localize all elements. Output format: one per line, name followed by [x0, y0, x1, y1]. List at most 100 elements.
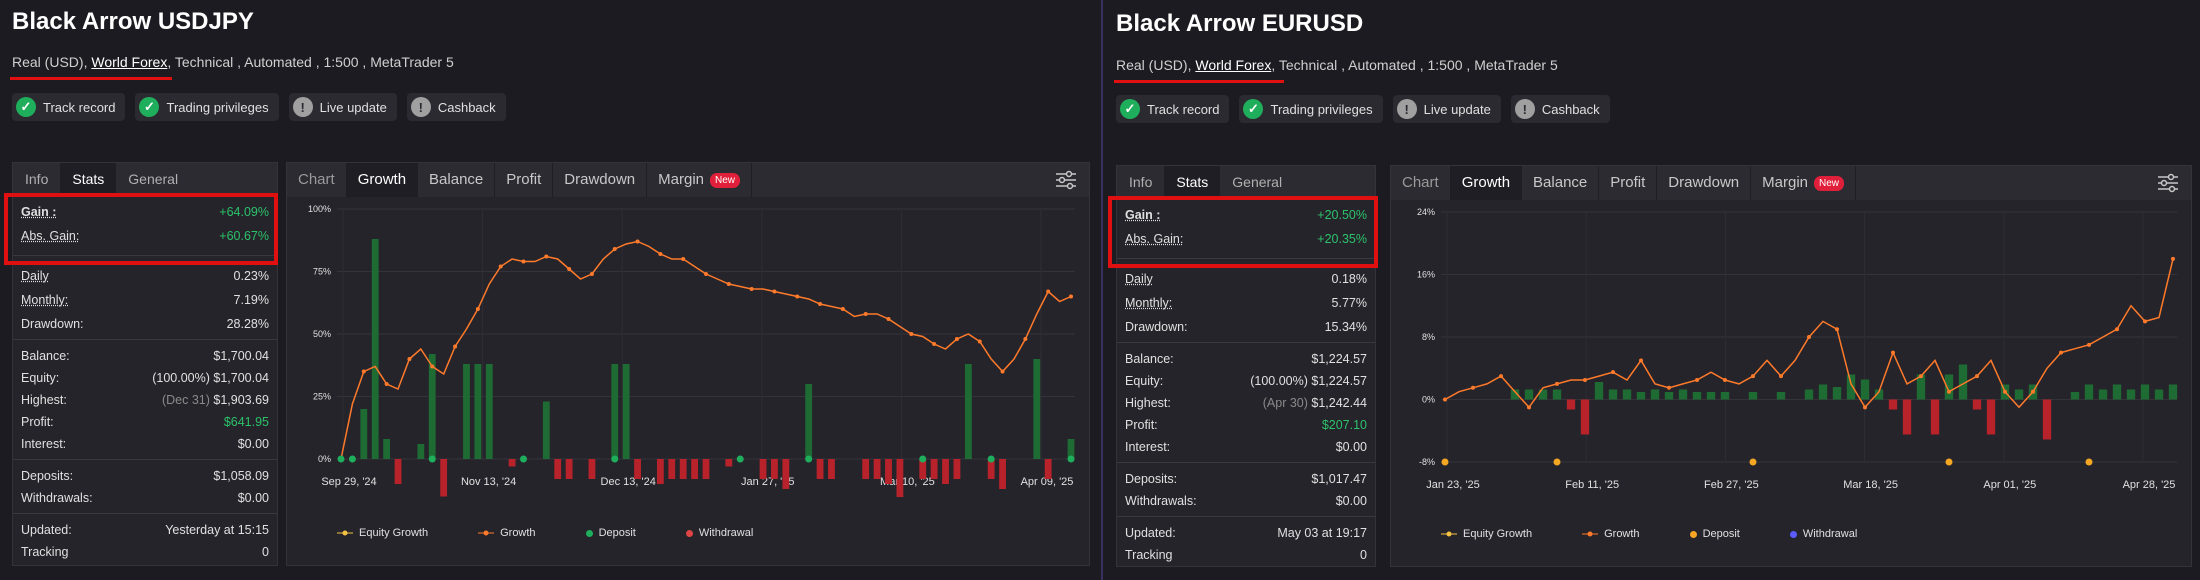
legend-equity-growth[interactable]: Equity Growth	[337, 527, 428, 539]
growth-point	[1695, 377, 1699, 382]
legend-withdrawal[interactable]: Withdrawal	[685, 527, 753, 539]
growth-point	[1835, 327, 1839, 332]
badge-cashback[interactable]: ! Cashback	[406, 93, 506, 121]
deposit-marker	[919, 455, 927, 463]
legend-deposit[interactable]: Deposit	[1689, 528, 1740, 540]
growth-point	[1023, 337, 1028, 341]
y-tick-label: -8%	[1419, 457, 1435, 467]
bar-negative	[885, 459, 892, 484]
x-tick-label: Apr 09, '25	[1021, 476, 1074, 488]
deposit-marker	[1749, 458, 1757, 466]
bar-negative	[634, 459, 641, 479]
stat-drawdown: Drawdown: 15.34%	[1125, 320, 1367, 334]
growth-point	[544, 254, 549, 259]
y-tick-label: 16%	[1417, 270, 1435, 280]
tab-growth[interactable]: Growth	[346, 163, 419, 197]
badge-cashback[interactable]: ! Cashback	[1510, 95, 1610, 123]
stat-balance: Balance: $1,700.04	[21, 349, 269, 363]
tab-balance[interactable]: Balance	[1522, 166, 1600, 200]
legend-withdrawal[interactable]: Withdrawal	[1789, 528, 1857, 540]
settings-icon[interactable]	[2157, 173, 2179, 193]
bar-positive	[964, 364, 972, 459]
growth-point	[1583, 377, 1587, 382]
tab-info[interactable]: Info	[1129, 174, 1153, 190]
tab-margin[interactable]: Margin New	[647, 163, 753, 197]
tab-chart[interactable]: Chart	[1391, 166, 1451, 200]
broker-link[interactable]: World Forex	[91, 54, 168, 70]
legend-equity-growth[interactable]: Equity Growth	[1441, 528, 1532, 540]
tab-margin[interactable]: Margin New	[1751, 166, 1857, 200]
growth-point	[932, 342, 937, 346]
badge-track-record[interactable]: ✓ Track record	[1116, 95, 1230, 123]
tab-drawdown[interactable]: Drawdown	[1657, 166, 1752, 200]
growth-point	[1611, 370, 1615, 375]
x-tick-label: Apr 01, '25	[1983, 479, 2036, 491]
growth-point	[2031, 389, 2035, 394]
growth-point	[704, 272, 708, 276]
panel-usdjpy: Black Arrow USDJPY Real (USD), World For…	[4, 8, 1090, 566]
tab-chart[interactable]: Chart	[287, 163, 347, 197]
tab-general[interactable]: General	[128, 171, 179, 187]
broker-link[interactable]: World Forex	[1195, 57, 1272, 73]
growth-point	[361, 369, 366, 374]
bar-negative	[759, 459, 767, 479]
bar-positive	[1958, 364, 1968, 400]
bar-negative	[999, 459, 1006, 489]
deposit-marker	[805, 455, 813, 463]
tab-general[interactable]: General	[1232, 174, 1283, 190]
legend-deposit[interactable]: Deposit	[585, 527, 636, 539]
stat-daily: Daily 0.18%	[1125, 272, 1367, 286]
deposit-marker	[1441, 458, 1449, 466]
line-marker-icon	[1441, 531, 1457, 537]
bar-negative	[1566, 399, 1576, 410]
bar-positive	[2070, 392, 2080, 400]
badge-live-update[interactable]: ! Live update	[288, 93, 397, 121]
bar-positive	[2126, 389, 2136, 400]
tab-stats[interactable]: Stats	[60, 163, 117, 195]
growth-point	[2171, 256, 2175, 261]
bar-negative	[679, 459, 687, 479]
tab-info[interactable]: Info	[25, 171, 49, 187]
deposit-marker	[987, 455, 995, 463]
y-tick-label: 0%	[318, 454, 331, 464]
tab-drawdown[interactable]: Drawdown	[553, 163, 648, 197]
growth-point	[2003, 389, 2007, 394]
growth-point	[1555, 381, 1559, 386]
deposit-marker	[1067, 455, 1075, 463]
bar-positive	[1944, 374, 1954, 400]
deposit-marker	[337, 455, 345, 463]
settings-icon[interactable]	[1055, 170, 1077, 190]
legend-growth[interactable]: Growth	[478, 527, 536, 539]
tab-stats[interactable]: Stats	[1164, 166, 1221, 198]
growth-point	[1046, 289, 1051, 294]
stat-updated: Updated: May 03 at 19:17	[1125, 526, 1367, 540]
y-tick-label: 75%	[313, 267, 331, 277]
tab-balance[interactable]: Balance	[418, 163, 496, 197]
bar-negative	[896, 459, 904, 497]
tab-profit[interactable]: Profit	[1599, 166, 1658, 200]
badge-track-record[interactable]: ✓ Track record	[12, 93, 126, 121]
badge-row: ✓ Track record ✓ Trading privileges ! Live …	[12, 93, 506, 121]
growth-point	[521, 259, 526, 264]
bar-positive	[428, 354, 436, 459]
stat-interest: Interest: $0.00	[1125, 440, 1367, 454]
growth-point	[840, 307, 845, 311]
badge-trading-privileges[interactable]: ✓ Trading privileges	[1239, 95, 1383, 123]
bar-positive	[371, 239, 379, 459]
growth-point	[886, 317, 891, 321]
bar-positive	[1706, 392, 1716, 400]
badge-trading-privileges[interactable]: ✓ Trading privileges	[135, 93, 279, 121]
bar-negative	[862, 459, 870, 479]
dot-icon	[685, 529, 693, 537]
bar-positive	[360, 409, 368, 459]
bar-positive	[611, 364, 619, 459]
bar-positive	[1832, 387, 1842, 400]
legend-growth[interactable]: Growth	[1582, 528, 1640, 540]
badge-live-update[interactable]: ! Live update	[1392, 95, 1501, 123]
stat-withdrawals: Withdrawals: $0.00	[21, 491, 269, 505]
growth-point	[407, 357, 412, 361]
deposit-marker	[428, 455, 436, 463]
tab-growth[interactable]: Growth	[1450, 166, 1523, 200]
tab-profit[interactable]: Profit	[495, 163, 554, 197]
stat-profit: Profit: $207.10	[1125, 418, 1367, 432]
